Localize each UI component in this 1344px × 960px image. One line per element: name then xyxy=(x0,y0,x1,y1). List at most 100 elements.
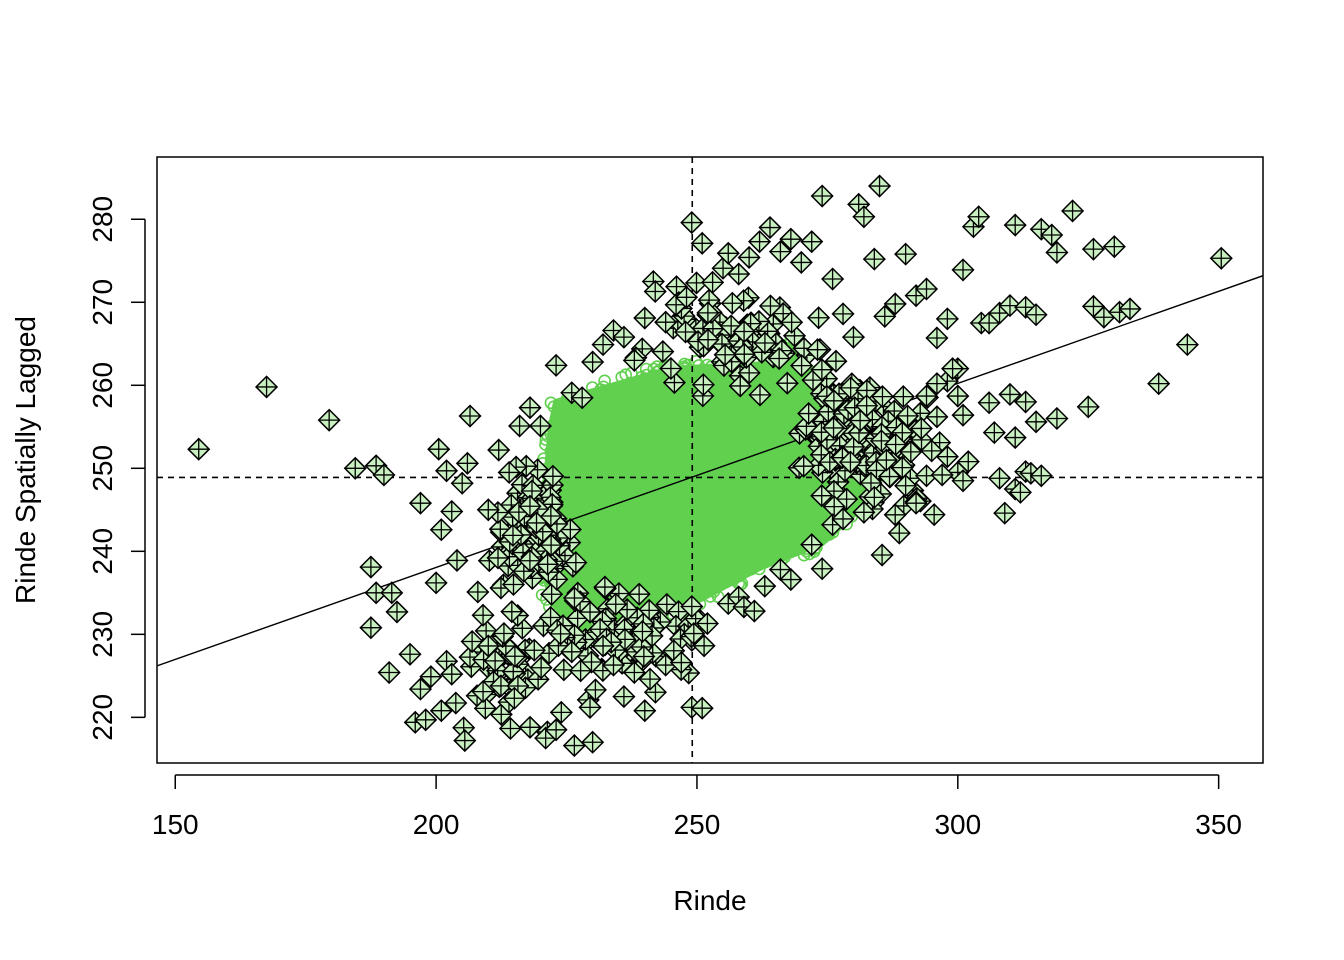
normal-point xyxy=(733,569,747,583)
influential-point xyxy=(583,678,607,702)
normal-point xyxy=(746,552,760,566)
influential-point xyxy=(873,304,897,328)
influential-point xyxy=(630,619,654,644)
influential-point xyxy=(591,634,615,658)
influential-point xyxy=(692,634,716,658)
influential-point xyxy=(1024,303,1048,327)
influential-point xyxy=(951,469,975,493)
influential-point xyxy=(696,301,720,325)
influential-point xyxy=(732,319,756,344)
influential-point xyxy=(1003,426,1027,450)
regression-line xyxy=(157,275,1263,667)
influential-point xyxy=(638,667,662,691)
influential-point xyxy=(1024,410,1048,434)
influential-point xyxy=(824,349,848,373)
influential-point xyxy=(684,271,709,295)
influential-point xyxy=(673,320,698,344)
normal-point xyxy=(635,374,648,388)
influential-point xyxy=(680,594,704,619)
influential-point xyxy=(810,484,834,508)
influential-point xyxy=(476,634,500,658)
influential-point xyxy=(914,277,939,301)
influential-point xyxy=(821,416,846,440)
influential-point xyxy=(498,716,523,741)
influential-point xyxy=(691,373,715,397)
x-tick-label: 250 xyxy=(674,809,721,840)
influential-point xyxy=(502,686,526,710)
influential-point xyxy=(870,543,894,567)
influential-point xyxy=(920,439,944,463)
influential-point xyxy=(501,523,525,547)
influential-point xyxy=(899,440,923,464)
influential-point xyxy=(1014,390,1038,414)
y-tick-label: 260 xyxy=(87,362,118,409)
influential-point xyxy=(695,611,719,636)
influential-point xyxy=(758,216,782,240)
influential-point xyxy=(727,262,751,286)
influential-point xyxy=(925,326,949,350)
influential-point xyxy=(570,386,594,410)
influential-point xyxy=(909,416,933,441)
influential-point xyxy=(359,616,383,640)
influential-point xyxy=(925,405,949,429)
influential-point xyxy=(884,432,908,457)
influential-point xyxy=(713,343,737,367)
influential-point xyxy=(862,485,886,509)
influential-point xyxy=(930,463,954,487)
normal-point xyxy=(602,393,616,407)
influential-point xyxy=(458,404,482,428)
influential-point xyxy=(343,456,367,480)
influential-point xyxy=(896,404,920,428)
y-tick-label: 250 xyxy=(87,445,118,492)
influential-point xyxy=(622,348,646,372)
influential-point xyxy=(855,394,879,418)
x-tick-label: 350 xyxy=(1195,809,1242,840)
influential-point xyxy=(852,205,876,229)
influential-point xyxy=(500,600,524,624)
influential-point xyxy=(993,501,1017,525)
influential-point xyxy=(800,533,824,557)
influential-point xyxy=(522,638,546,662)
influential-point xyxy=(518,549,542,573)
influential-point xyxy=(822,389,846,413)
influential-point xyxy=(317,408,341,432)
influential-point xyxy=(1061,199,1085,223)
influential-point xyxy=(508,414,532,438)
influential-point xyxy=(674,285,699,309)
influential-point xyxy=(862,247,886,271)
influential-point xyxy=(789,250,813,274)
normal-point xyxy=(544,444,558,458)
influential-point xyxy=(444,691,468,715)
influential-point xyxy=(529,656,553,680)
influential-point xyxy=(578,695,602,719)
influential-point xyxy=(883,292,907,316)
normal-point xyxy=(559,413,572,427)
influential-point xyxy=(489,674,513,698)
influential-point xyxy=(380,581,404,605)
influential-point xyxy=(797,401,821,426)
influential-point xyxy=(659,356,683,381)
influential-point xyxy=(977,391,1001,415)
influential-point xyxy=(742,599,766,623)
y-axis: 220 230 240 250 260 270 280 xyxy=(87,196,146,741)
influential-point xyxy=(651,340,675,364)
influential-point xyxy=(497,460,521,485)
influential-point xyxy=(768,240,792,264)
influential-point xyxy=(982,421,1006,445)
normal-point xyxy=(554,434,567,447)
influential-point xyxy=(414,708,438,732)
influential-point xyxy=(627,582,651,606)
influential-point xyxy=(1118,297,1142,321)
influential-point xyxy=(560,640,584,664)
influential-point xyxy=(732,342,756,366)
influential-point xyxy=(1003,213,1027,237)
influential-point xyxy=(779,567,803,592)
influential-point xyxy=(471,680,495,704)
normal-point xyxy=(710,579,723,593)
influential-point xyxy=(581,350,605,374)
influential-point xyxy=(364,581,388,605)
influential-point xyxy=(1076,395,1100,419)
influential-point xyxy=(429,699,453,723)
influential-point xyxy=(359,555,383,579)
normal-point xyxy=(694,580,707,594)
